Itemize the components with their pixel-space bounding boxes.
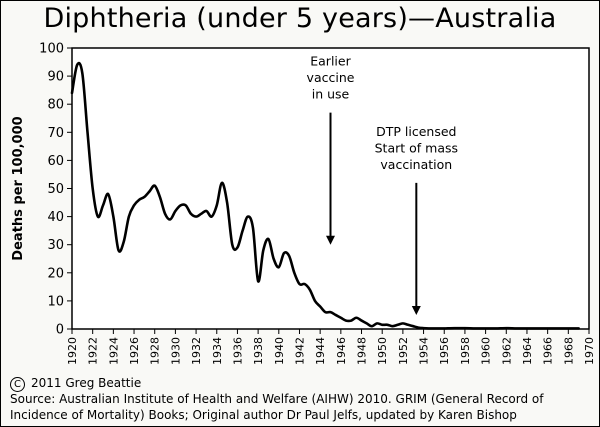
chart-title: Diphtheria (under 5 years)—Australia [43, 3, 557, 34]
y-tick-label: 0 [56, 323, 64, 338]
y-tick-label: 80 [47, 98, 64, 113]
source-line-1: Source: Australian Institute of Health a… [10, 392, 544, 406]
y-tick-label: 40 [47, 210, 64, 225]
x-tick-label: 1938 [252, 337, 265, 365]
x-tick-label: 1952 [397, 337, 410, 365]
x-tick-label: 1944 [314, 337, 327, 365]
y-tick-label: 50 [47, 182, 64, 197]
x-tick-label: 1960 [480, 337, 493, 365]
y-tick-label: 90 [47, 70, 64, 85]
x-tick-label: 1964 [521, 337, 534, 365]
x-tick-label: 1958 [459, 337, 472, 365]
annotation-text: vaccination [380, 157, 452, 172]
copyright-text: 2011 Greg Beattie [31, 376, 142, 390]
y-tick-label: 60 [47, 154, 64, 169]
x-tick-label: 1956 [438, 337, 451, 365]
copyright-icon: C [10, 377, 25, 392]
source-line-2: Incidence of Mortality) Books; Original … [10, 408, 517, 422]
x-tick-label: 1940 [273, 337, 286, 365]
x-tick-label: 1954 [418, 337, 431, 365]
x-tick-label: 1934 [211, 337, 224, 365]
x-tick-label: 1924 [107, 337, 120, 365]
y-axis-label: Deaths per 100,000 [11, 116, 26, 260]
x-tick-label: 1970 [583, 337, 596, 365]
y-tick-label: 70 [47, 126, 64, 141]
x-tick-label: 1922 [87, 337, 100, 365]
x-tick-label: 1950 [376, 337, 389, 365]
y-tick-label: 10 [47, 294, 64, 309]
x-tick-label: 1966 [542, 337, 555, 365]
x-tick-label: 1932 [190, 337, 203, 365]
y-tick-label: 100 [39, 42, 64, 57]
annotation-text: DTP licensed [376, 124, 456, 139]
x-tick-label: 1948 [356, 337, 369, 365]
x-tick-label: 1968 [562, 337, 575, 365]
annotation-arrow-head [411, 305, 421, 315]
x-tick-label: 1936 [231, 337, 244, 365]
x-tick-label: 1930 [169, 337, 182, 365]
source-text: Source: Australian Institute of Health a… [10, 391, 544, 423]
y-tick-label: 30 [47, 238, 64, 253]
annotation-text: Start of mass [375, 140, 458, 155]
y-tick-label: 20 [47, 266, 64, 281]
x-tick-label: 1942 [293, 337, 306, 365]
annotation-arrow-head [326, 235, 335, 245]
x-tick-label: 1946 [335, 337, 348, 365]
x-tick-label: 1928 [149, 337, 162, 365]
annotation-text: Earlier [310, 54, 351, 69]
x-tick-label: 1920 [66, 337, 79, 365]
copyright-line: C 2011 Greg Beattie [10, 375, 141, 392]
series-line [70, 61, 580, 330]
annotation-text: vaccine [307, 70, 355, 85]
annotation-text: in use [312, 87, 350, 102]
x-tick-label: 1962 [500, 337, 513, 365]
x-tick-label: 1926 [128, 337, 141, 365]
